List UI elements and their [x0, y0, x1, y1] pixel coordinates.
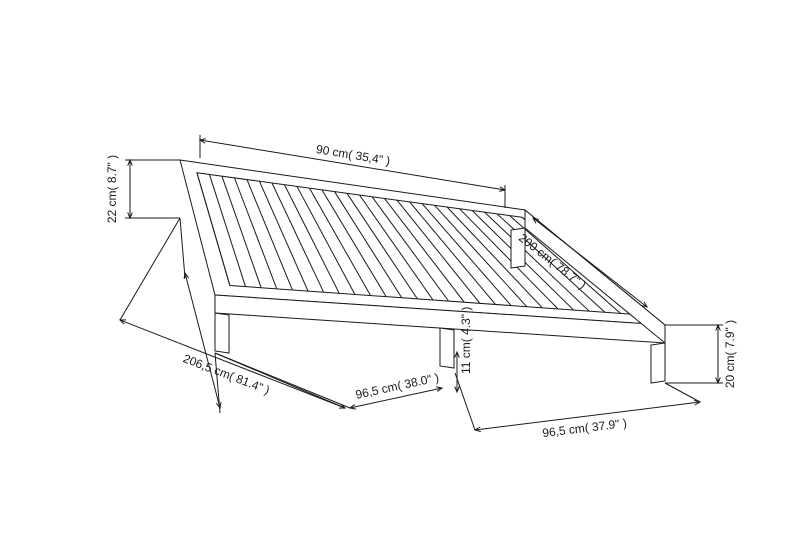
svg-text:96,5 cm( 38.0" ): 96,5 cm( 38.0" )	[354, 370, 440, 401]
svg-text:11 cm( 4.3" ): 11 cm( 4.3" )	[459, 307, 473, 374]
dimension-diagram: 90 cm( 35,4" )200 cm( 78.7" )22 cm( 8.7"…	[0, 0, 800, 533]
svg-text:20 cm( 7.9" ): 20 cm( 7.9" )	[723, 320, 737, 388]
svg-text:90 cm( 35,4" ): 90 cm( 35,4" )	[315, 142, 391, 168]
svg-text:22 cm( 8.7" ): 22 cm( 8.7" )	[105, 155, 119, 223]
svg-text:96,5 cm( 37.9" ): 96,5 cm( 37.9" )	[541, 416, 627, 440]
